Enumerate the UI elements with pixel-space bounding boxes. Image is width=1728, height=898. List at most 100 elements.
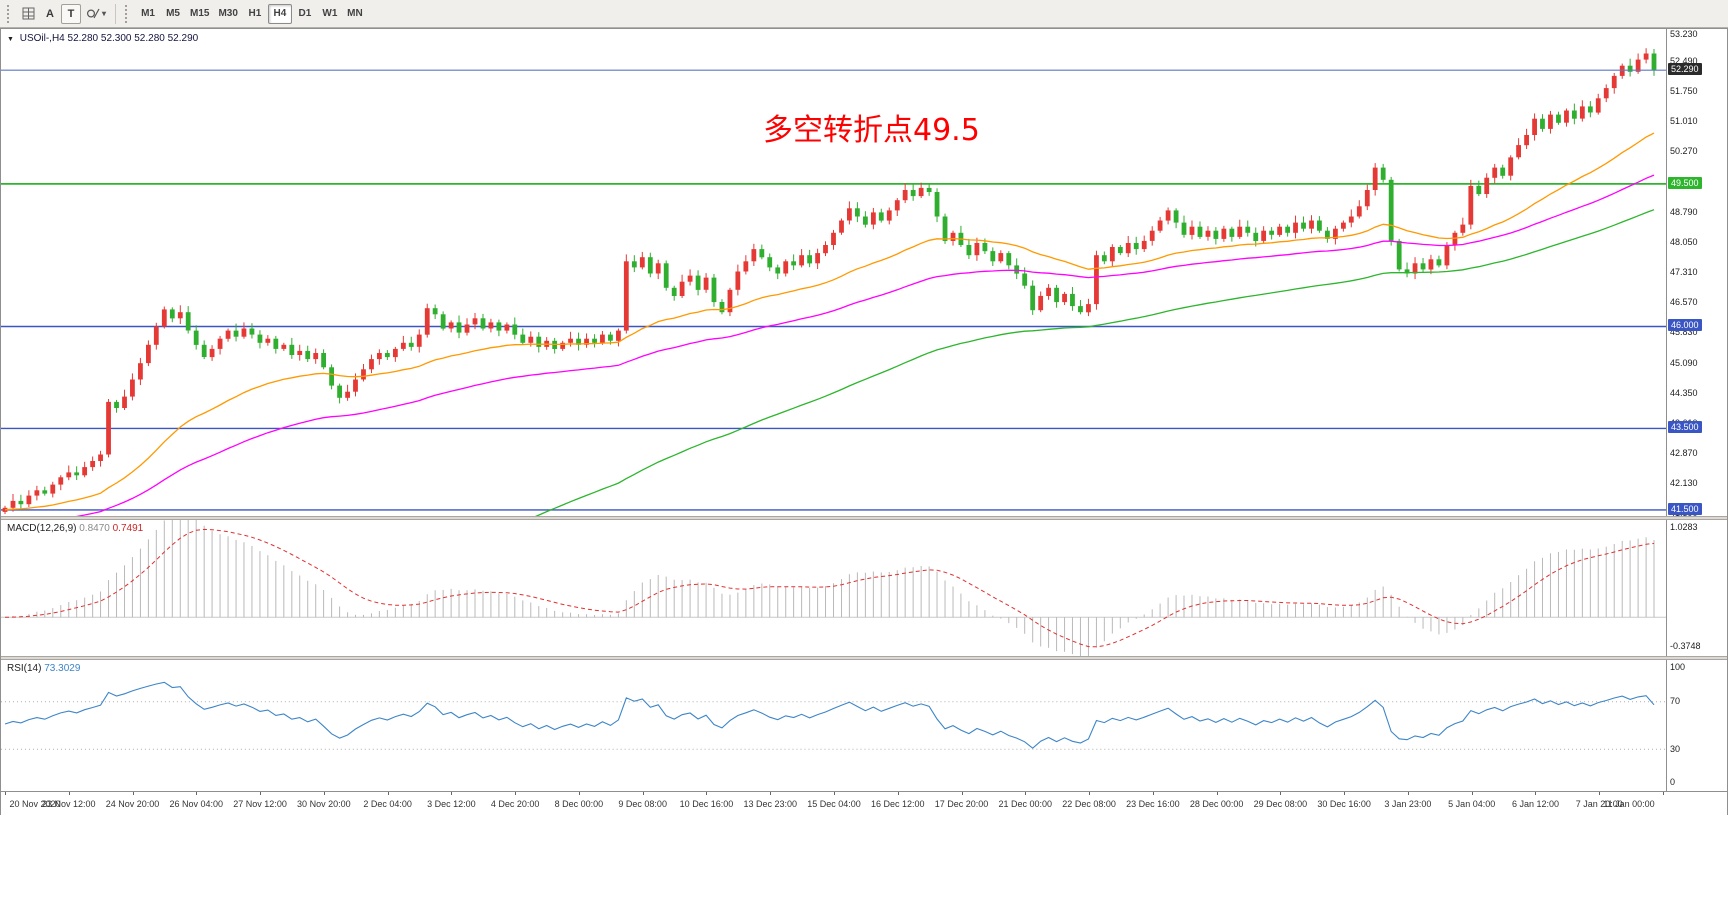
- time-axis-label: 15 Dec 04:00: [807, 799, 861, 809]
- panel-splitter[interactable]: [1, 656, 1727, 660]
- price-tag-52.290: 52.290: [1668, 63, 1702, 76]
- price-axis-tick: 48.050: [1670, 236, 1698, 247]
- chart-grid-button[interactable]: [18, 4, 39, 24]
- chart-ohlc: 52.280 52.300 52.280 52.290: [67, 33, 199, 44]
- time-axis-label: 23 Nov 12:00: [41, 799, 96, 809]
- price-axis-tick: 42.870: [1670, 448, 1698, 459]
- collapse-triangle-icon: ▼: [7, 36, 14, 43]
- price-axis-tick: 50.270: [1670, 146, 1698, 157]
- rsi-axis-100: 100: [1670, 662, 1686, 672]
- annotation-text[interactable]: 多空转折点49.5: [763, 113, 980, 148]
- time-axis-tick: [388, 792, 389, 795]
- price-panel: ▼ USOil-,H4 52.280 52.300 52.280 52.290 …: [1, 29, 1727, 518]
- toolbar-separator: [115, 3, 117, 24]
- time-axis-tick: [962, 792, 963, 795]
- time-axis-tick: [1344, 792, 1345, 795]
- price-axis-tick: 46.570: [1670, 297, 1698, 308]
- rsi-plot[interactable]: RSI(14) 73.3029: [1, 660, 1666, 791]
- price-axis-tick: 51.010: [1670, 116, 1698, 127]
- macd-plot[interactable]: MACD(12,26,9) 0.8470 0.7491: [1, 520, 1666, 656]
- time-axis-tick: [451, 792, 452, 795]
- price-tag-49.500: 49.500: [1668, 176, 1702, 189]
- macd-axis-min: -0.3748: [1670, 641, 1701, 651]
- timeframe-m5[interactable]: M5: [166, 8, 180, 19]
- timeframe-m15[interactable]: M15: [190, 8, 210, 19]
- time-axis-label: 24 Nov 20:00: [105, 799, 160, 809]
- rsi-axis-30: 30: [1670, 744, 1681, 754]
- rsi-axis-0: 0: [1670, 777, 1676, 787]
- time-axis-tick: [834, 792, 835, 795]
- timeframe-m1[interactable]: M1: [141, 8, 155, 19]
- time-axis-tick: [579, 792, 580, 795]
- time-axis-tick: [69, 792, 70, 795]
- macd-signal-value: 0.7491: [112, 523, 144, 534]
- timeframe-mn[interactable]: MN: [347, 8, 363, 19]
- macd-chart-canvas[interactable]: [1, 520, 1666, 656]
- timeframe-h1[interactable]: H1: [248, 8, 262, 19]
- label-a-button[interactable]: A: [46, 7, 54, 20]
- price-axis-tick: 51.750: [1670, 86, 1698, 97]
- time-axis-tick: [706, 792, 707, 795]
- time-axis-tick: [1217, 792, 1218, 795]
- time-axis-label: 3 Jan 23:00: [1384, 799, 1432, 809]
- shapes-dropdown-button[interactable]: ▾: [82, 4, 110, 24]
- time-axis-label: 8 Dec 00:00: [554, 799, 604, 809]
- chart-window: ▼ USOil-,H4 52.280 52.300 52.280 52.290 …: [0, 28, 1728, 816]
- time-axis-label: 5 Jan 04:00: [1448, 799, 1496, 809]
- time-axis-label: 17 Dec 20:00: [934, 799, 989, 809]
- time-axis-tick: [1153, 792, 1154, 795]
- top-toolbar: A T ▾ M1 M5 M15 M30 H1 H4 D1 W1 MN: [0, 0, 1728, 28]
- price-plot[interactable]: ▼ USOil-,H4 52.280 52.300 52.280 52.290 …: [1, 29, 1666, 516]
- time-axis-tick: [1280, 792, 1281, 795]
- price-axis-tick: 45.090: [1670, 357, 1698, 368]
- time-axis-label: 2 Dec 04:00: [363, 799, 412, 809]
- time-axis-tick: [1025, 792, 1026, 795]
- time-axis-tick: [133, 792, 134, 795]
- price-axis-tick: 45.830: [1670, 327, 1698, 338]
- time-axis-label: 22 Dec 08:00: [1062, 799, 1116, 809]
- time-axis-tick: [1089, 792, 1090, 795]
- shapes-icon: [86, 8, 100, 19]
- time-axis-tick: [643, 792, 644, 795]
- rsi-chart-canvas[interactable]: [1, 660, 1666, 791]
- macd-main-value: 0.8470: [79, 523, 110, 534]
- price-axis: 53.23052.49051.75051.01050.27049.53048.7…: [1666, 29, 1727, 518]
- time-axis-tick: [1663, 792, 1664, 795]
- time-axis-label: 7 Jan 20:00: [1575, 799, 1623, 809]
- macd-name: MACD(12,26,9): [7, 523, 77, 534]
- time-axis-label: 6 Jan 12:00: [1511, 799, 1559, 809]
- time-axis-tick: [1408, 792, 1409, 795]
- time-axis-label: 30 Dec 16:00: [1317, 799, 1371, 809]
- macd-axis-max: 1.0283: [1670, 522, 1698, 532]
- price-chart-canvas[interactable]: [1, 29, 1666, 516]
- time-axis-label: 23 Dec 16:00: [1126, 799, 1180, 809]
- price-axis-tick: 47.310: [1670, 267, 1698, 278]
- time-axis-tick: [515, 792, 516, 795]
- rsi-axis: 100 70 30 0: [1666, 660, 1727, 791]
- toolbar-grip[interactable]: [7, 4, 13, 23]
- toolbar-grip[interactable]: [125, 4, 131, 23]
- timeframe-m30[interactable]: M30: [218, 8, 238, 19]
- price-axis-tick: 44.350: [1670, 387, 1698, 398]
- macd-axis: 1.0283 -0.3748: [1666, 520, 1727, 656]
- panel-splitter[interactable]: [1, 516, 1727, 520]
- timeframe-h4[interactable]: H4: [267, 3, 292, 24]
- timeframe-w1[interactable]: W1: [322, 8, 338, 19]
- macd-label: MACD(12,26,9) 0.8470 0.7491: [7, 523, 143, 534]
- text-t-button[interactable]: T: [61, 3, 81, 24]
- time-axis-label: 20 Nov 2020: [9, 799, 61, 809]
- time-axis-tick: [1599, 792, 1600, 795]
- price-tag-46.000: 46.000: [1668, 319, 1702, 332]
- time-axis-tick: [1472, 792, 1473, 795]
- rsi-panel: RSI(14) 73.3029 100 70 30 0: [1, 660, 1727, 791]
- price-axis-tick: 53.230: [1670, 29, 1698, 39]
- time-axis-label: 29 Dec 08:00: [1253, 799, 1308, 809]
- time-axis-label: 10 Dec 16:00: [679, 799, 734, 809]
- macd-panel: MACD(12,26,9) 0.8470 0.7491 1.0283 -0.37…: [1, 520, 1727, 656]
- rsi-label: RSI(14) 73.3029: [7, 663, 80, 674]
- time-axis-label: 4 Dec 20:00: [490, 799, 540, 809]
- price-tag-43.500: 43.500: [1668, 421, 1702, 434]
- time-axis-label: 26 Nov 04:00: [169, 799, 224, 809]
- timeframe-d1[interactable]: D1: [298, 8, 312, 19]
- time-axis: 20 Nov 2020 23 Nov 12:00 24 Nov 20:00 26 No…: [1, 791, 1727, 816]
